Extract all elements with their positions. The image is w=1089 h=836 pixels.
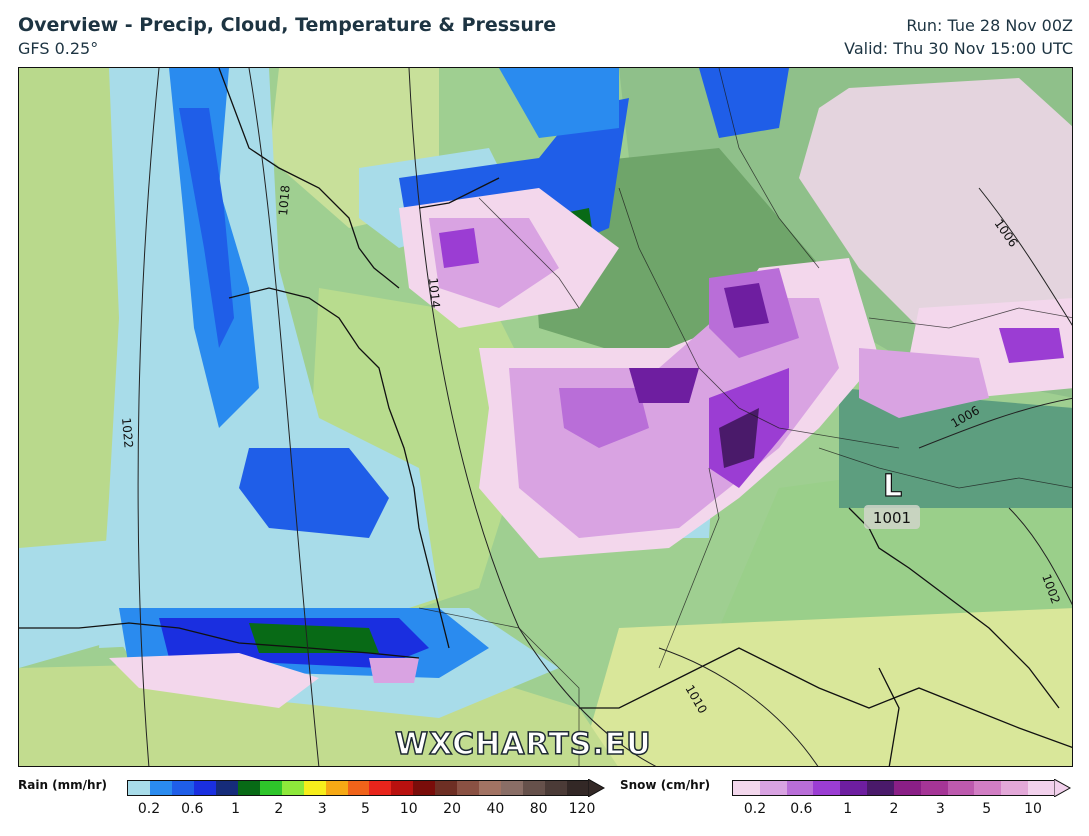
low-pressure-value: 1001 bbox=[873, 509, 911, 527]
legend-swatch bbox=[391, 781, 414, 795]
legend-swatch bbox=[733, 781, 760, 795]
snow-heavy-north-core bbox=[724, 283, 769, 328]
legend-tick-label: 80 bbox=[529, 801, 548, 817]
legend-swatch bbox=[303, 781, 326, 795]
legend-swatch bbox=[523, 781, 546, 795]
watermark: WXCHARTS.EU bbox=[394, 726, 652, 763]
legend-swatch bbox=[171, 781, 194, 795]
snow-mod-pyrenees bbox=[369, 658, 419, 683]
snow-core-west bbox=[559, 388, 649, 448]
legend-swatch bbox=[259, 781, 282, 795]
legend-swatch bbox=[840, 781, 868, 795]
legend-swatch bbox=[435, 781, 458, 795]
rain-band-ne bbox=[699, 68, 789, 138]
legend-swatch bbox=[947, 781, 975, 795]
coastlines bbox=[19, 68, 1072, 766]
legend-swatch bbox=[867, 781, 894, 795]
snow-legend-arrow bbox=[1054, 779, 1072, 797]
map-canvas: 1018 1014 1022 1010 1006 1006 1002 L 100… bbox=[19, 68, 1072, 766]
snow-legend-bar bbox=[732, 780, 1055, 796]
rain-legend-label: Rain (mm/hr) bbox=[18, 778, 107, 792]
legend-tick-label: 5 bbox=[361, 801, 370, 817]
legend-swatch bbox=[128, 781, 150, 795]
snow-heavy-east bbox=[999, 328, 1064, 363]
legend-swatch bbox=[974, 781, 1002, 795]
snow-heavy-central bbox=[629, 368, 699, 403]
isobars bbox=[137, 68, 1072, 766]
legend-swatch bbox=[347, 781, 370, 795]
legend-tick-label: 120 bbox=[568, 801, 596, 817]
legend-swatch bbox=[893, 781, 921, 795]
terrain-south bbox=[579, 608, 1072, 766]
terrain-teal bbox=[839, 388, 1072, 508]
legend-swatch bbox=[759, 781, 787, 795]
legend-swatch bbox=[813, 781, 841, 795]
snow-extreme-alps bbox=[719, 408, 759, 468]
legend-swatch bbox=[545, 781, 568, 795]
legend-tick-label: 3 bbox=[317, 801, 327, 817]
legend-swatch bbox=[567, 781, 590, 795]
snow-light-pyrenees bbox=[109, 653, 319, 708]
legend-tick-label: 2 bbox=[889, 801, 899, 817]
run-time: Run: Tue 28 Nov 00Z bbox=[906, 16, 1073, 35]
legend-tick-label: 2 bbox=[274, 801, 284, 817]
rain-band-atlantic-core bbox=[179, 108, 234, 348]
country-borders bbox=[418, 68, 1072, 766]
rain-band-north-top bbox=[499, 68, 619, 138]
weather-map[interactable]: 1018 1014 1022 1010 1006 1006 1002 L 100… bbox=[18, 67, 1073, 767]
snow-mod-east bbox=[859, 348, 989, 418]
snow-mod-central bbox=[509, 298, 839, 538]
legend-swatch bbox=[786, 781, 814, 795]
valid-time: Valid: Thu 30 Nov 15:00 UTC bbox=[844, 39, 1073, 58]
isobar-label: 1014 bbox=[426, 277, 443, 309]
legend-swatch bbox=[325, 781, 348, 795]
legend-swatch bbox=[237, 781, 260, 795]
snow-light-ne bbox=[799, 78, 1072, 328]
legend-swatch bbox=[369, 781, 392, 795]
snow-legend-label: Snow (cm/hr) bbox=[620, 778, 711, 792]
legend-tick-label: 1 bbox=[231, 801, 241, 817]
chart-title: Overview - Precip, Cloud, Temperature & … bbox=[18, 14, 557, 36]
legend-tick-label: 0.2 bbox=[743, 801, 767, 817]
legend-swatch bbox=[215, 781, 238, 795]
rain-band-biscay-north bbox=[239, 448, 389, 538]
low-pressure-label-bg bbox=[864, 505, 920, 529]
isobar-label: 1018 bbox=[276, 185, 293, 217]
legend-tick-label: 40 bbox=[486, 801, 505, 817]
legend-swatch bbox=[413, 781, 436, 795]
legend-tick-label: 0.6 bbox=[181, 801, 204, 817]
legend-tick-label: 20 bbox=[443, 801, 462, 817]
legend-tick-label: 3 bbox=[935, 801, 945, 817]
legend-tick-label: 0.2 bbox=[137, 801, 161, 817]
rain-legend-arrow bbox=[588, 779, 606, 797]
legend-swatch bbox=[479, 781, 502, 795]
legend-swatch bbox=[193, 781, 216, 795]
model-name: GFS 0.25° bbox=[18, 39, 99, 58]
legend-swatch bbox=[920, 781, 948, 795]
legend-tick-label: 10 bbox=[399, 801, 418, 817]
legend-tick-label: 10 bbox=[1024, 801, 1042, 817]
isobar-label: 1022 bbox=[119, 417, 136, 449]
legend-swatch bbox=[281, 781, 304, 795]
legend-swatch bbox=[149, 781, 172, 795]
legend-tick-label: 0.6 bbox=[790, 801, 813, 817]
legend-swatch bbox=[1028, 781, 1055, 795]
legend-swatch bbox=[457, 781, 480, 795]
legend-tick-label: 5 bbox=[982, 801, 992, 817]
legend-tick-label: 1 bbox=[843, 801, 853, 817]
legend-swatch bbox=[1001, 781, 1029, 795]
low-symbol: L bbox=[883, 469, 902, 504]
rain-legend-bar bbox=[127, 780, 590, 796]
snow-heavy-north bbox=[439, 228, 479, 268]
legend-swatch bbox=[501, 781, 524, 795]
low-pressure-center[interactable]: L 1001 bbox=[864, 468, 920, 529]
